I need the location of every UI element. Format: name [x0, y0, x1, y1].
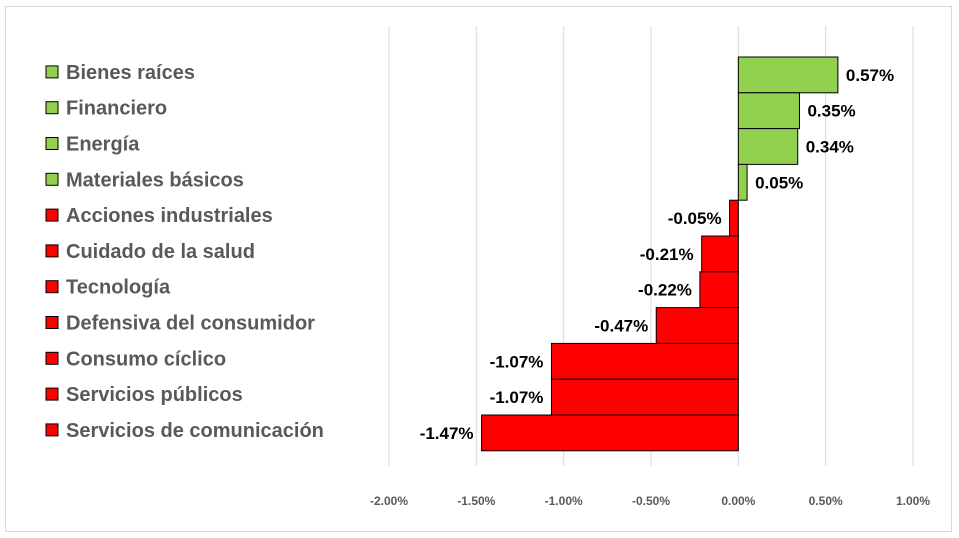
bar [481, 414, 739, 452]
x-tick-label: 0.50% [809, 494, 843, 508]
bar-value-label: -1.07% [490, 388, 544, 407]
category-label: Servicios de comunicación [66, 420, 324, 442]
category-label: Acciones industriales [66, 205, 273, 227]
bar-value-label: -0.22% [638, 281, 692, 300]
value-labels: 0.57% 0.35% 0.34%0.05% -0.05% -0.21% -0.22% -0… [420, 66, 894, 443]
legend-swatch [45, 244, 59, 258]
legend-swatch [45, 65, 59, 79]
legend-swatch [45, 423, 59, 437]
bar [737, 92, 800, 130]
bar-value-label: 0.35% [807, 102, 855, 121]
x-axis-tick-labels: -2.00% -1.50% -1.00% -0.50% 0.00% 0.50% 1.00% [370, 494, 930, 508]
bars [481, 56, 839, 452]
bar-value-label: -0.05% [668, 209, 722, 228]
legend-swatch [45, 387, 59, 401]
category-label: Bienes raíces [66, 62, 195, 84]
bar-value-label: -1.07% [490, 352, 544, 371]
x-tick-label: 0.00% [721, 494, 755, 508]
legend-swatch [45, 137, 59, 150]
bar [701, 235, 739, 273]
category-label: Servicios públicos [66, 384, 243, 406]
bar [550, 342, 739, 380]
category-label: Tecnología [66, 277, 171, 299]
bar [737, 163, 748, 201]
category-label: Energía [66, 134, 140, 156]
bar [729, 199, 739, 237]
category-label: Cuidado de la salud [66, 241, 255, 263]
x-tick-label: -2.00% [370, 494, 408, 508]
legend-swatch [45, 351, 59, 365]
legend-swatch [45, 316, 59, 329]
bar-value-label: 0.34% [806, 138, 854, 157]
bar-value-label: -1.47% [420, 424, 474, 443]
bar [737, 56, 839, 94]
legend-swatch [45, 101, 59, 115]
x-tick-label: -0.50% [632, 494, 670, 508]
x-tick-label: 1.00% [896, 494, 930, 508]
bar [699, 271, 739, 309]
bar [655, 307, 739, 344]
category-label: Materiales básicos [66, 169, 244, 191]
x-tick-label: -1.00% [545, 494, 583, 508]
legend-swatch [45, 280, 59, 294]
category-label: Financiero [66, 98, 167, 120]
bar [737, 128, 799, 165]
legend-swatch [45, 208, 59, 222]
category-label: Consumo cíclico [66, 348, 226, 370]
bar-value-label: 0.05% [755, 173, 803, 192]
bar [550, 378, 739, 416]
x-tick-label: -1.50% [457, 494, 495, 508]
bar-value-label: -0.21% [640, 245, 694, 264]
bar-value-label: -0.47% [594, 317, 648, 336]
legend-swatch [45, 172, 59, 186]
category-label: Defensiva del consumidor [66, 313, 315, 335]
category-labels: Bienes raíces Financiero Energía Materiales… [45, 62, 324, 442]
bar-value-label: 0.57% [846, 66, 894, 85]
